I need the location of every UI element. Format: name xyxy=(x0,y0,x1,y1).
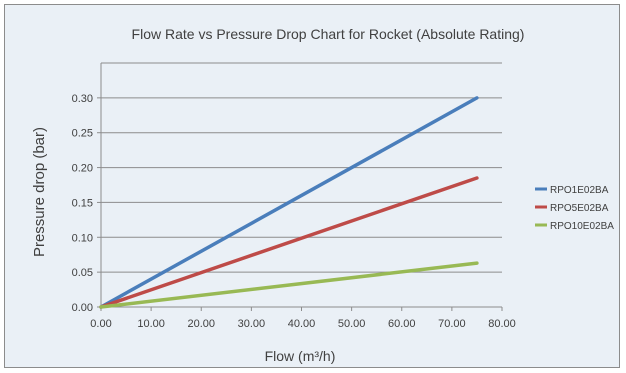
y-tick-label: 0.15 xyxy=(72,197,93,209)
y-tick-label: 0.00 xyxy=(72,302,93,314)
x-tick-label: 0.00 xyxy=(90,318,111,330)
x-tick-label: 80.00 xyxy=(488,318,516,330)
x-tick-label: 40.00 xyxy=(288,318,316,330)
y-axis-label: Pressure drop (bar) xyxy=(31,127,48,257)
legend-label: RPO1E02BA xyxy=(550,185,609,196)
y-tick-label: 0.30 xyxy=(72,93,93,105)
axes xyxy=(97,63,503,311)
series-line xyxy=(99,261,479,309)
x-tick-label: 50.00 xyxy=(338,318,366,330)
series-lines xyxy=(99,96,479,309)
y-tick-label: 0.10 xyxy=(72,232,93,244)
gridlines xyxy=(101,62,502,273)
line-chart: Flow Rate vs Pressure Drop Chart for Roc… xyxy=(31,26,614,364)
x-tick-label: 70.00 xyxy=(438,318,466,330)
x-tick-labels: 0.00 10.00 20.00 30.00 40.00 50.00 60.00 70.00 8… xyxy=(90,318,515,330)
series-line xyxy=(99,176,479,309)
chart-frame: Flow Rate vs Pressure Drop Chart for Roc… xyxy=(4,4,620,368)
y-tick-label: 0.20 xyxy=(72,163,93,175)
chart-title: Flow Rate vs Pressure Drop Chart for Roc… xyxy=(132,26,525,42)
legend-label: RPO5E02BA xyxy=(550,203,609,214)
y-tick-label: 0.25 xyxy=(72,128,93,140)
x-tick-label: 10.00 xyxy=(137,318,165,330)
x-tick-label: 20.00 xyxy=(187,318,215,330)
y-tick-label: 0.05 xyxy=(72,267,93,279)
x-tick-label: 30.00 xyxy=(238,318,266,330)
x-tick-label: 60.00 xyxy=(388,318,416,330)
y-tick-labels: 0.00 0.05 0.10 0.15 0.20 0.25 0.30 xyxy=(72,93,93,314)
legend-label: RPO10E02BA xyxy=(550,221,614,232)
series-line xyxy=(99,96,479,309)
x-axis-label: Flow (m³/h) xyxy=(265,348,336,364)
legend: RPO1E02BA RPO5E02BA RPO10E02BA xyxy=(535,185,614,232)
